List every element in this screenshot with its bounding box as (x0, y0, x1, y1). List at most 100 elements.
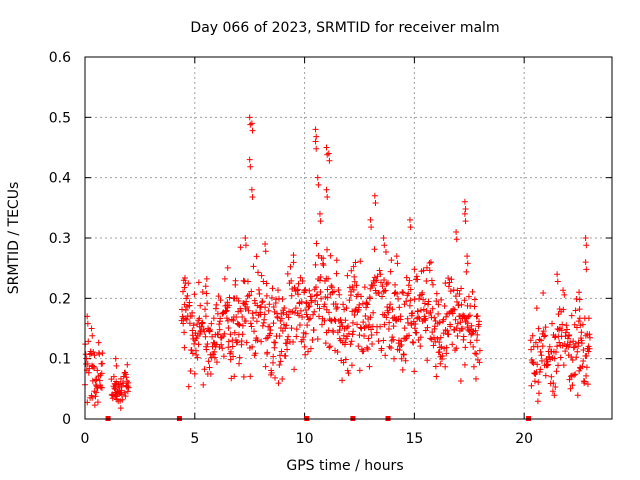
data-point (436, 348, 443, 355)
data-point (215, 331, 222, 338)
data-point (193, 351, 200, 358)
data-point (432, 363, 439, 370)
data-point (333, 257, 340, 264)
data-point (284, 346, 291, 353)
data-point (242, 235, 249, 241)
data-point (227, 348, 234, 355)
data-point (302, 351, 309, 358)
data-point (249, 310, 256, 317)
data-points (82, 114, 593, 412)
data-point (393, 253, 400, 260)
data-point (454, 320, 461, 327)
data-point (345, 330, 352, 337)
data-point (542, 324, 549, 331)
data-point (468, 322, 475, 329)
data-point (266, 301, 273, 308)
data-point (344, 272, 351, 279)
data-point (180, 277, 187, 284)
data-point (196, 315, 203, 322)
data-point (454, 333, 461, 340)
data-point (85, 338, 92, 345)
data-point (334, 304, 341, 311)
data-point (314, 336, 321, 343)
data-point (267, 327, 274, 334)
y-tick-label: 0.6 (49, 50, 71, 66)
data-point (434, 335, 441, 342)
data-point (411, 368, 418, 375)
data-point (554, 343, 561, 350)
data-point (217, 315, 224, 322)
data-point (315, 181, 322, 188)
data-point (349, 319, 356, 326)
data-point (405, 290, 412, 297)
data-point (403, 298, 410, 305)
data-point (186, 320, 193, 327)
data-point (236, 322, 243, 329)
data-point (439, 318, 446, 325)
y-tick-label: 0.3 (49, 231, 71, 247)
data-point (576, 306, 583, 313)
data-point (378, 345, 385, 352)
data-point (276, 352, 283, 359)
data-point (261, 316, 268, 323)
data-point (567, 339, 574, 346)
data-point (355, 291, 362, 298)
data-point (302, 286, 309, 293)
data-point (355, 343, 362, 350)
data-point (248, 323, 255, 330)
data-point (462, 206, 469, 213)
data-point (301, 343, 308, 350)
data-point (406, 302, 413, 309)
data-point (452, 316, 459, 323)
x-tick-label: 10 (296, 431, 314, 447)
data-point (426, 267, 433, 274)
data-point (459, 325, 466, 332)
data-point (91, 402, 98, 409)
data-point (415, 314, 422, 321)
data-point (528, 346, 535, 353)
data-point (90, 349, 97, 356)
data-point (324, 286, 331, 293)
data-point (555, 362, 562, 369)
data-point (576, 289, 583, 296)
data-point (312, 126, 319, 133)
data-point (373, 329, 380, 336)
data-point (420, 267, 427, 274)
data-point (224, 317, 231, 324)
data-point (224, 299, 231, 306)
data-point (203, 290, 210, 297)
data-point (240, 373, 247, 380)
data-point (292, 309, 299, 316)
data-point (384, 279, 391, 286)
data-point (186, 299, 193, 306)
grid-lines (85, 57, 612, 419)
data-point (216, 326, 223, 333)
data-point (545, 361, 552, 368)
data-point (406, 216, 413, 223)
data-point (325, 309, 332, 316)
data-point (199, 320, 206, 327)
data-point (473, 337, 480, 344)
data-point (561, 291, 568, 298)
data-point (368, 332, 375, 339)
data-point (476, 359, 483, 366)
data-point (283, 340, 290, 347)
data-point (448, 276, 455, 283)
data-point (259, 298, 266, 305)
data-point (254, 337, 261, 344)
data-point (329, 284, 336, 291)
data-point (181, 329, 188, 336)
data-point (462, 344, 469, 351)
data-point (217, 297, 224, 304)
data-point (435, 310, 442, 317)
data-point (272, 339, 279, 346)
data-point (582, 259, 589, 266)
data-point (231, 373, 238, 380)
data-point (457, 378, 464, 385)
data-point (566, 332, 573, 339)
data-point (317, 289, 324, 296)
data-point (473, 351, 480, 358)
data-point (582, 235, 589, 241)
data-point (370, 309, 377, 316)
data-point (247, 121, 254, 128)
